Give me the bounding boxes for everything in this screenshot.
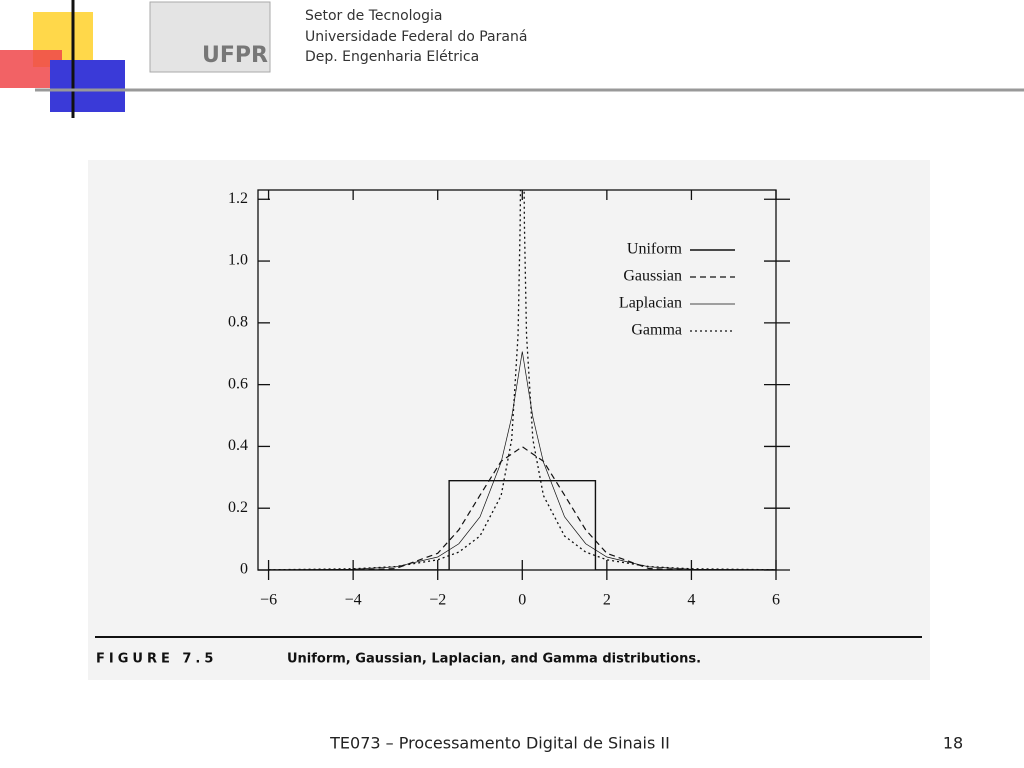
x-tick-label: −6 (260, 592, 277, 609)
axes-frame (257, 189, 777, 571)
x-tick-label: −4 (345, 592, 362, 609)
legend-label: Gaussian (623, 268, 682, 285)
x-tick-label: 4 (687, 592, 695, 609)
scan-background (88, 160, 930, 680)
series-line (268, 351, 776, 570)
x-tick-label: −2 (429, 592, 446, 609)
logo-text: UFPR (202, 43, 268, 68)
series-line (268, 190, 776, 570)
series-line (268, 480, 776, 570)
y-tick-label: 0.6 (228, 375, 248, 392)
plot-area (268, 190, 776, 570)
figure-label: FIGURE 7.5 (96, 652, 217, 667)
x-tick-label: 2 (603, 592, 611, 609)
legend-label: Uniform (627, 241, 683, 258)
header-line: Dep. Engenharia Elétrica (305, 49, 479, 65)
logo (149, 1, 271, 73)
y-tick-label: 0.2 (228, 499, 248, 516)
y-tick-label: 0.8 (228, 314, 248, 331)
legend-label: Gamma (631, 322, 682, 339)
header-line: Universidade Federal do Paraná (305, 29, 527, 45)
x-tick-label: 0 (518, 592, 526, 609)
x-tick-label: 6 (772, 592, 780, 609)
footer-course: TE073 – Processamento Digital de Sinais … (329, 734, 670, 753)
page-number: 18 (943, 734, 963, 753)
y-tick-label: 1.0 (228, 252, 248, 269)
header-line: Setor de Tecnologia (305, 8, 442, 24)
y-tick-label: 1.2 (228, 190, 248, 207)
caption: Uniform, Gaussian, Laplacian, and Gamma … (287, 652, 701, 667)
legend-label: Laplacian (619, 295, 682, 312)
y-tick-label: 0.4 (228, 437, 248, 454)
y-tick-label: 0 (240, 561, 248, 578)
deco-blue (50, 60, 125, 112)
